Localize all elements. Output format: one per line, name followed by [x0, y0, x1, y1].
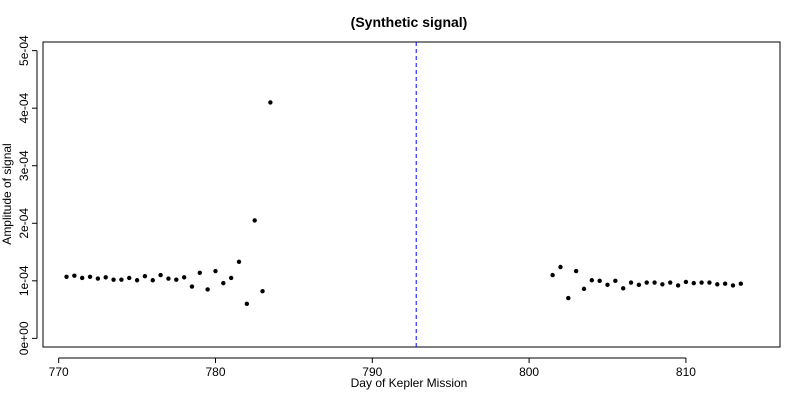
x-tick-label: 770 [49, 365, 69, 379]
data-point [683, 279, 689, 285]
data-point [597, 278, 602, 284]
data-point [103, 275, 108, 280]
data-points [64, 100, 743, 307]
data-point [691, 280, 696, 286]
data-point [127, 275, 132, 281]
data-point [252, 218, 257, 223]
data-point [205, 287, 210, 292]
data-point [80, 275, 85, 281]
data-point [119, 277, 124, 282]
x-tick-label: 810 [676, 365, 696, 379]
data-point [738, 281, 743, 286]
data-point [636, 282, 642, 288]
data-point [213, 268, 218, 274]
data-point [95, 276, 101, 281]
data-point [566, 295, 571, 301]
y-tick-label: 0e+00 [17, 321, 31, 355]
chart-title: (Synthetic signal) [351, 14, 468, 30]
data-point [150, 278, 155, 283]
y-tick-label: 4e-04 [17, 93, 31, 124]
data-point [668, 280, 673, 285]
x-axis-label: Day of Kepler Mission [351, 376, 468, 390]
data-point [722, 281, 728, 286]
y-axis: 0e+00 1e-04 2e-04 3e-04 4e-04 5e-04 [17, 35, 38, 355]
data-point [134, 278, 140, 283]
data-point [142, 274, 148, 279]
data-point [158, 272, 163, 278]
data-point [87, 274, 93, 279]
data-point [605, 282, 610, 288]
data-point [613, 278, 618, 284]
data-point [558, 264, 563, 270]
data-point [675, 283, 681, 288]
y-axis-label: Amplitude of signal [0, 143, 14, 244]
data-point [244, 301, 250, 307]
y-tick-label: 5e-04 [17, 35, 31, 66]
data-point [628, 280, 634, 285]
data-point [730, 283, 736, 288]
data-point [236, 259, 242, 265]
data-point [181, 275, 187, 280]
y-tick-label: 3e-04 [17, 150, 31, 181]
plot-area-border [42, 41, 781, 348]
data-point [644, 280, 649, 285]
x-tick-label: 780 [205, 365, 225, 379]
data-point [715, 282, 720, 287]
data-point [166, 276, 171, 281]
x-tick-label: 790 [362, 365, 382, 379]
data-point [197, 270, 203, 275]
data-point [268, 100, 273, 105]
data-point [72, 273, 77, 278]
data-point [550, 272, 555, 278]
data-point [589, 278, 595, 283]
data-point [620, 286, 626, 291]
data-point [64, 274, 69, 279]
data-point [174, 277, 179, 282]
data-point [260, 288, 265, 294]
x-tick-label: 800 [519, 365, 539, 379]
x-axis: 770 780 790 800 810 [49, 357, 696, 379]
data-point [707, 280, 712, 285]
y-tick-label: 1e-04 [17, 265, 31, 296]
data-point [573, 268, 579, 274]
y-tick-label: 2e-04 [17, 208, 31, 239]
data-point [699, 280, 704, 285]
data-point [581, 286, 587, 292]
data-point [652, 280, 657, 285]
data-point [228, 275, 234, 281]
data-point [111, 277, 116, 282]
data-point [221, 280, 226, 286]
data-point [189, 284, 195, 289]
data-point [660, 282, 665, 287]
